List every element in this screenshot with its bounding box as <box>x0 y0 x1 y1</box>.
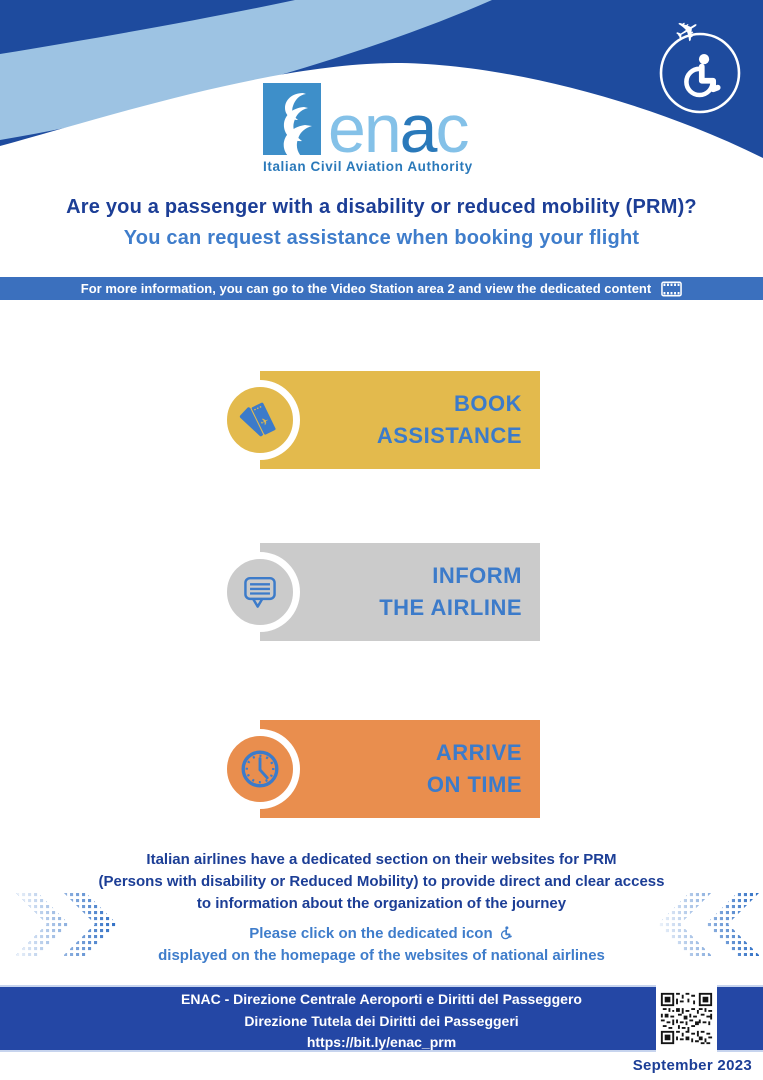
headline-answer: You can request assistance when booking … <box>123 227 640 249</box>
info-line: Italian airlines have a dedicated sectio… <box>146 851 617 868</box>
info-line: to information about the organization of… <box>196 895 567 912</box>
speech-bubble-icon <box>244 576 276 608</box>
video-station-banner: For more information, you can go to the … <box>0 277 763 300</box>
footer-org-line: ENAC - Direzione Centrale Aeroporti e Di… <box>181 991 582 1007</box>
card-label-line: THE AIRLINE <box>379 595 522 620</box>
info-line: (Persons with disability or Reduced Mobi… <box>98 873 665 890</box>
card-label-line: INFORM <box>432 563 522 588</box>
card-label-line: BOOK <box>454 391 522 416</box>
enac-wordmark: en a c <box>328 91 469 167</box>
footer-dept-line: Direzione Tutela dei Diritti dei Passegg… <box>244 1012 519 1029</box>
airlines-info-paragraph: Italian airlines have a dedicated sectio… <box>0 849 763 915</box>
wheelchair-icon <box>497 924 514 941</box>
book-assistance-card: ✈ BOOK ASSISTANCE <box>220 371 540 469</box>
inform-airline-card: INFORM THE AIRLINE <box>220 543 540 641</box>
card-icon-circle <box>220 729 300 809</box>
footer-url-link[interactable]: https://bit.ly/enac_prm <box>306 1034 457 1050</box>
publication-date: September 2023 <box>632 1057 752 1074</box>
footer-bar: ENAC - Direzione Centrale Aeroporti e Di… <box>0 985 763 1052</box>
card-icon-circle <box>220 552 300 632</box>
qr-code <box>656 985 717 1052</box>
header-curve-graphic <box>0 0 763 190</box>
clock-icon <box>241 750 279 788</box>
qr-code-image <box>659 991 714 1046</box>
chevron-dots-right-icon <box>15 892 117 956</box>
headline-question: Are you a passenger with a disability or… <box>66 196 697 218</box>
swan-icon <box>283 93 312 155</box>
enac-logo-mark <box>263 83 321 155</box>
card-label-line: ARRIVE <box>435 740 522 765</box>
card-label: INFORM THE AIRLINE <box>260 543 540 641</box>
chevron-dots-left-icon <box>658 892 760 956</box>
card-label: BOOK ASSISTANCE <box>260 371 540 469</box>
click-icon-note: Please click on the dedicated icon displ… <box>0 923 763 967</box>
note-text: displayed on the homepage of the website… <box>158 947 605 964</box>
svg-text:✈: ✈ <box>668 10 708 53</box>
wordmark-part: c <box>435 91 469 167</box>
tickets-icon: ✈ <box>239 401 277 437</box>
note-text: Please click on the dedicated icon <box>249 925 493 942</box>
logo-subtitle: Italian Civil Aviation Authority <box>263 159 473 174</box>
card-label-line: ASSISTANCE <box>376 423 522 448</box>
card-label: ARRIVE ON TIME <box>260 720 540 818</box>
wheelchair-plane-badge-icon: ✈ <box>659 10 741 114</box>
wordmark-part: en <box>328 91 402 167</box>
banner-text: For more information, you can go to the … <box>80 281 652 296</box>
arrive-on-time-card: ARRIVE ON TIME <box>220 720 540 818</box>
wordmark-part: a <box>399 91 438 167</box>
card-label-line: ON TIME <box>426 772 522 797</box>
film-icon <box>661 281 683 296</box>
enac-logo: en a c Italian Civil Aviation Authority <box>263 83 523 174</box>
note-line: Please click on the dedicated icon <box>0 923 763 945</box>
card-icon-circle: ✈ <box>220 380 300 460</box>
